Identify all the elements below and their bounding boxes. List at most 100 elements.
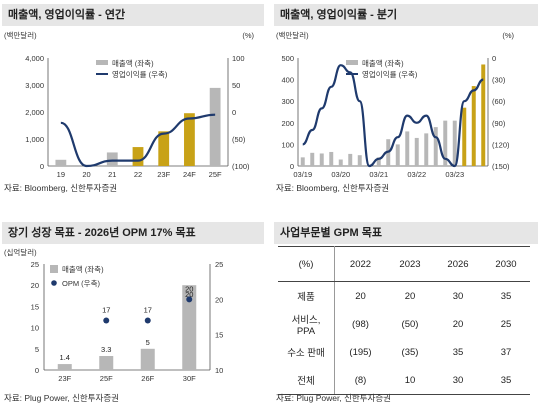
revenue-bar (414, 137, 419, 166)
panel-title: 매출액, 영업이익률 - 연간 (2, 4, 264, 26)
right-tick-label: (90) (492, 119, 506, 128)
table-cell: 30 (433, 366, 482, 395)
revenue-bar (452, 120, 457, 166)
table-cell: 20 (404, 290, 416, 302)
revenue-bar (405, 131, 410, 166)
opm-point (103, 317, 110, 324)
table-row: 서비스, PPA (98) (50) 20 25 (278, 310, 530, 338)
legend-bar-swatch (346, 60, 358, 65)
revenue-bar (158, 131, 170, 166)
revenue-bar (184, 113, 195, 166)
margin-line (60, 113, 216, 168)
x-tick-label: 24F (183, 170, 196, 179)
right-tick-label: (120) (492, 140, 510, 149)
legend-bar-swatch (50, 265, 58, 273)
right-tick-label: (150) (492, 162, 510, 171)
legend-opm-swatch (51, 280, 57, 286)
x-tick-label: 03/19 (293, 170, 312, 179)
table-header-cell: (%) (278, 246, 335, 282)
revenue-bar (55, 159, 67, 166)
revenue-bar (106, 152, 118, 166)
right-tick-label: 15 (215, 331, 223, 340)
table-cell: 35 (500, 290, 512, 302)
right-tick-label: 20 (215, 295, 223, 304)
left-tick-label: 0 (35, 366, 39, 375)
table-cell: 35 (452, 346, 464, 358)
x-tick-label: 03/22 (407, 170, 426, 179)
panel-title: 장기 성장 목표 - 2026년 OPM 17% 목표 (2, 222, 264, 244)
x-tick-label: 03/21 (369, 170, 388, 179)
bar-value-label: 5 (146, 338, 150, 347)
bar-value-label: 1.4 (60, 353, 70, 362)
revenue-bar (329, 151, 334, 166)
right-tick-label: 10 (215, 366, 223, 375)
left-tick-label: 2,000 (25, 108, 44, 117)
table-row: 전체 (8) 10 30 35 (278, 366, 530, 395)
panel-long-term: 장기 성장 목표 - 2026년 OPM 17% 목표 (십억달러) 0 5 10 15… (2, 222, 264, 418)
left-tick-label: 4,000 (25, 54, 44, 63)
x-tick-label: 23F (58, 374, 71, 383)
panel-quarterly: 매출액, 영업이익률 - 분기 (백만달러) (%) 0 100 200 300 400 50… (274, 4, 538, 200)
right-tick-label: 0 (492, 54, 496, 63)
legend-opm-label: OPM (우축) (62, 279, 100, 288)
table-header-cell: 2022 (334, 246, 386, 282)
x-tick-label: 30F (183, 374, 196, 383)
table-cell: 20 (355, 290, 366, 302)
opm-point (186, 296, 193, 303)
table-cell: (50) (401, 318, 419, 330)
revenue-bar (319, 153, 324, 166)
right-axis-unit: (%) (502, 31, 514, 40)
table-cell: 서비스, PPA (278, 310, 335, 338)
quarterly-chart: (백만달러) (%) 0 100 200 300 400 500 (150) (120) (90) (… (276, 30, 514, 179)
left-tick-label: 100 (281, 140, 294, 149)
margin-line (302, 64, 484, 168)
table-header-cell: 2023 (386, 246, 434, 282)
legend-bar-label: 매출액 (좌축) (112, 58, 154, 68)
left-tick-label: 400 (281, 76, 294, 85)
right-tick-label: 0 (232, 108, 236, 117)
right-tick-label: (50) (232, 135, 246, 144)
source-note: 자료: Bloomberg, 신한투자증권 (276, 183, 390, 193)
legend-bar-label: 매출액 (좌축) (362, 58, 404, 68)
revenue-bar (443, 120, 448, 166)
left-tick-label: 0 (290, 162, 294, 171)
revenue-bar (481, 64, 486, 166)
x-tick-label: 26F (141, 374, 154, 383)
panel-annual: 매출액, 영업이익률 - 연간 (백만달러) (%) 0 1,000 2,000 3,00… (2, 4, 264, 200)
revenue-bar (209, 87, 221, 166)
left-tick-label: 10 (31, 324, 39, 333)
table-cell: 10 (386, 366, 434, 395)
revenue-bar (140, 348, 155, 370)
opm-value-label: 17 (102, 306, 110, 315)
table-cell: 35 (481, 366, 530, 395)
table-cell: (98) (352, 318, 369, 330)
x-tick-label: 03/23 (445, 170, 464, 179)
left-axis-unit: (십억달러) (4, 248, 37, 257)
x-tick-label: 23F (157, 170, 170, 179)
opm-value-label: 17 (144, 306, 152, 315)
revenue-bar (182, 285, 197, 370)
table-cell: 제품 (278, 281, 335, 310)
gpm-table: (%) 2022 2023 2026 2030 제품 20 20 30 35 서비스, PPA (98… (278, 246, 530, 395)
table-cell: 수소 판매 (278, 338, 335, 366)
source-note: 자료: Bloomberg, 신한투자증권 (4, 183, 118, 193)
table-cell: (8) (334, 366, 386, 395)
right-tick-label: (100) (232, 162, 250, 171)
bar-value-label: 20 (185, 290, 193, 299)
x-tick-label: 19 (57, 170, 65, 179)
x-tick-label: 20 (82, 170, 90, 179)
table-cell: 30 (452, 290, 464, 302)
left-tick-label: 3,000 (25, 81, 44, 90)
revenue-bar (357, 155, 362, 166)
revenue-bar (471, 86, 476, 166)
revenue-bar (433, 127, 438, 166)
bar-value-label: 3.3 (101, 345, 111, 354)
legend-line-label: 영업이익률 (우축) (362, 69, 418, 79)
revenue-bar (376, 157, 381, 166)
panel-title: 사업부문별 GPM 목표 (274, 222, 538, 244)
x-tick-label: 21 (108, 170, 116, 179)
legend-line-label: 영업이익률 (우축) (112, 69, 168, 79)
revenue-bar (310, 152, 315, 166)
x-tick-label: 03/20 (331, 170, 350, 179)
table-row: 수소 판매 (195) (35) 35 37 (278, 338, 530, 366)
